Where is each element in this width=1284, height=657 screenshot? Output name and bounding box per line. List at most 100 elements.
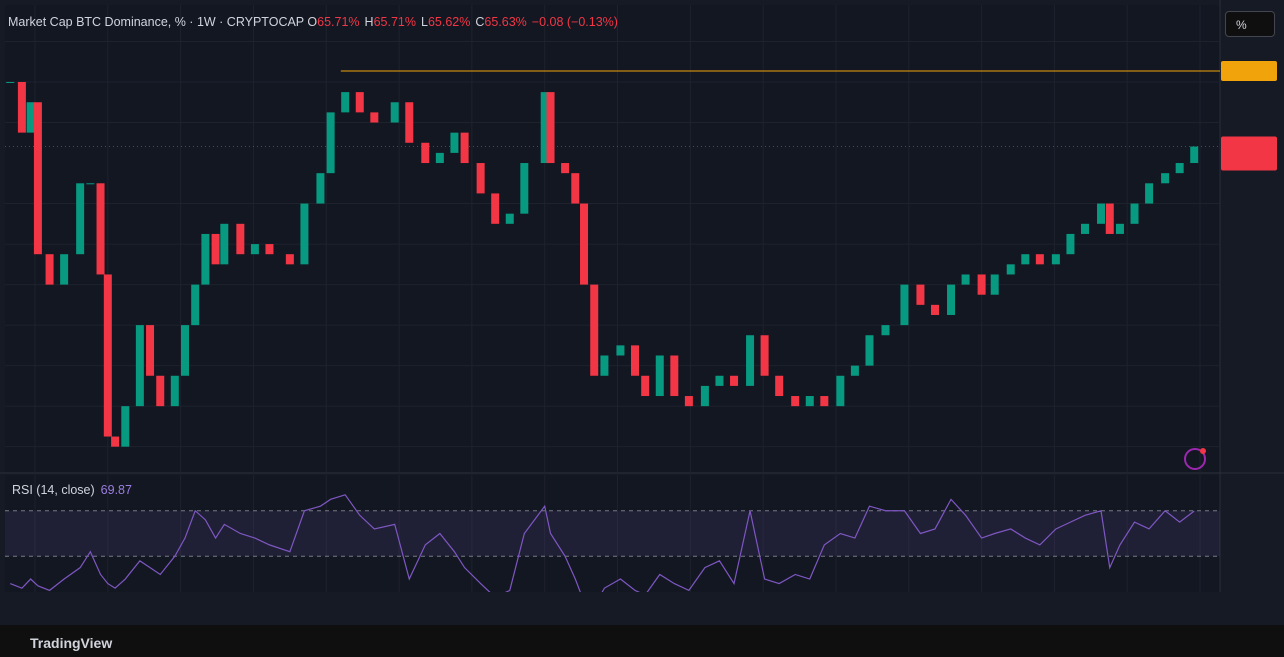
candle xyxy=(6,81,15,83)
candle xyxy=(491,193,500,224)
symbol: Market Cap BTC Dominance, % · 1W · CRYPT… xyxy=(8,15,304,29)
candle xyxy=(836,375,845,407)
candle xyxy=(60,254,69,285)
candle xyxy=(1035,254,1044,265)
ohlc-value: 65.71% xyxy=(373,15,416,29)
footer: TradingView xyxy=(0,625,1284,657)
alert-icon[interactable] xyxy=(1184,448,1206,470)
candle xyxy=(641,375,650,397)
alert-dot xyxy=(1200,448,1206,454)
hline-label-box xyxy=(1221,61,1277,82)
candle xyxy=(156,375,165,407)
candle xyxy=(655,355,664,397)
candle xyxy=(476,163,485,194)
candle xyxy=(435,152,444,164)
candle xyxy=(370,112,379,123)
candle xyxy=(730,375,739,386)
candle xyxy=(916,284,925,305)
scale-button[interactable]: % xyxy=(1225,11,1275,37)
candle xyxy=(96,183,105,275)
brand: TradingView xyxy=(30,635,113,651)
candle xyxy=(715,375,724,386)
candle xyxy=(421,142,430,164)
candle xyxy=(211,233,220,265)
candle xyxy=(1097,203,1106,224)
ohlc-value: 65.71% xyxy=(317,15,360,29)
candle xyxy=(355,92,364,113)
candle xyxy=(505,213,514,224)
rsi-legend: RSI (14, close) 69.87 xyxy=(12,483,132,497)
candle xyxy=(631,345,639,376)
candle xyxy=(250,244,259,255)
candle xyxy=(450,132,459,153)
candle xyxy=(580,203,589,285)
candle xyxy=(670,355,679,397)
candle xyxy=(326,112,335,174)
candle xyxy=(285,254,294,265)
candle xyxy=(990,274,999,295)
rsi-name: RSI (14, close) xyxy=(12,483,95,497)
candle xyxy=(805,396,814,407)
chart: 36.00%40.00%44.00%48.00%52.00%56.00%60.0… xyxy=(0,0,1284,592)
candle xyxy=(746,335,755,386)
candle xyxy=(931,304,939,315)
candle xyxy=(1006,264,1015,275)
ohlc-value: 65.62% xyxy=(427,15,471,29)
candle xyxy=(1051,254,1060,265)
candle xyxy=(900,284,909,326)
candle xyxy=(1105,203,1114,234)
candle xyxy=(1081,223,1089,234)
candle xyxy=(760,335,769,376)
last-price-box xyxy=(1221,136,1277,171)
candle xyxy=(561,163,570,174)
candle xyxy=(121,406,130,447)
candle xyxy=(103,274,112,437)
candle xyxy=(1066,233,1075,255)
candle xyxy=(135,325,144,407)
candle xyxy=(571,173,580,204)
candle xyxy=(850,365,859,376)
candle xyxy=(1190,146,1199,164)
price-layer xyxy=(5,5,1220,472)
candle xyxy=(977,274,986,295)
candle xyxy=(460,132,469,164)
candle xyxy=(1115,223,1124,234)
candle xyxy=(881,325,890,336)
candle xyxy=(316,173,325,204)
candle xyxy=(546,92,555,164)
candle xyxy=(265,244,274,255)
ohlc-value: 65.63% xyxy=(484,15,527,29)
ohlc-label: O xyxy=(307,15,318,29)
candle xyxy=(300,203,309,265)
rsi-line xyxy=(10,494,1195,592)
candle xyxy=(590,284,599,376)
candle xyxy=(1175,163,1184,174)
candle xyxy=(236,223,245,255)
ohlc-label: H xyxy=(364,15,374,29)
ohlc: O65.71% H65.71% L65.62% C65.63% xyxy=(307,15,531,29)
candle xyxy=(520,163,529,214)
candle xyxy=(775,375,784,397)
candle xyxy=(865,335,874,366)
axes-layer: 36.00%40.00%44.00%48.00%52.00%56.00%60.0… xyxy=(1221,61,1277,171)
candle xyxy=(1130,203,1139,224)
candle xyxy=(45,254,54,285)
candle xyxy=(146,325,155,376)
candle xyxy=(540,92,549,164)
candle xyxy=(33,102,42,255)
candle xyxy=(1161,173,1170,184)
candle xyxy=(191,284,200,326)
price-pane xyxy=(5,5,1220,472)
candle xyxy=(26,102,35,133)
legend: Market Cap BTC Dominance, % · 1W · CRYPT… xyxy=(8,15,623,29)
candle xyxy=(201,233,210,285)
candle xyxy=(820,396,829,407)
candle xyxy=(76,183,85,255)
candle xyxy=(111,436,120,447)
candle xyxy=(600,355,609,376)
ohlc-label: C xyxy=(475,15,485,29)
rsi-value: 69.87 xyxy=(100,483,132,497)
candle xyxy=(1021,254,1030,265)
candle xyxy=(961,274,970,285)
